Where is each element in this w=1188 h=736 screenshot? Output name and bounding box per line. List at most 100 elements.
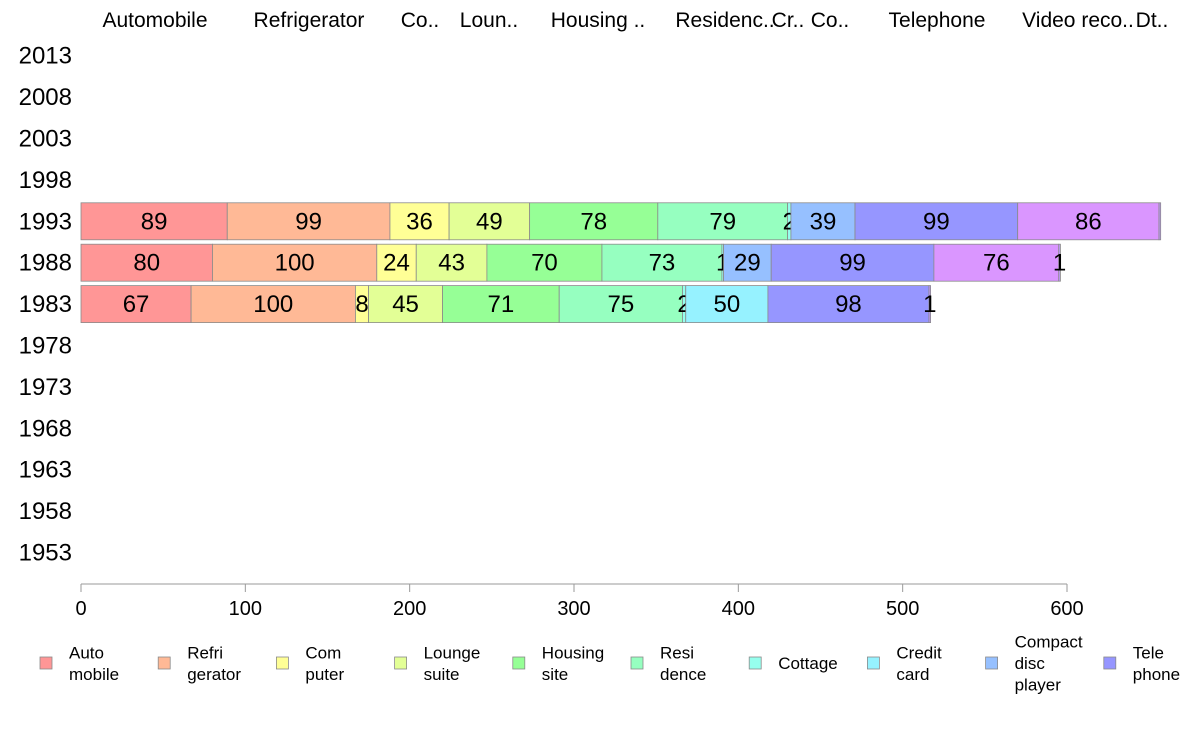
bar-segment-automobile-1993 bbox=[80, 202, 228, 241]
column-header: Co.. bbox=[811, 9, 850, 32]
data-label: 76 bbox=[983, 250, 1010, 277]
y-tick-label: 1993 bbox=[19, 208, 72, 235]
data-label: 1 bbox=[923, 291, 936, 318]
data-label: 79 bbox=[709, 208, 736, 235]
data-label: 89 bbox=[141, 208, 168, 235]
bar-segment-dt-1993 bbox=[1158, 202, 1162, 241]
bar-segment-housing-1988 bbox=[486, 243, 603, 282]
legend-label: Cottage bbox=[778, 654, 838, 673]
bar-segment-residence-1983 bbox=[558, 285, 683, 324]
legend-swatch-credit bbox=[867, 656, 880, 670]
y-tick-label: 1968 bbox=[19, 415, 72, 442]
data-label: 98 bbox=[835, 291, 862, 318]
x-tick-label: 600 bbox=[1050, 598, 1083, 620]
bar-segment-video-1988 bbox=[933, 243, 1060, 282]
bar-segment-telephone-1988 bbox=[770, 243, 935, 282]
legend-label: Tele phone bbox=[1133, 643, 1180, 684]
legend-swatch-computer bbox=[275, 656, 289, 670]
bar-segment-dt-1983 bbox=[928, 285, 932, 324]
column-headers: Automobile Refrigerator Co.. Loun.. Housing … bbox=[102, 9, 1168, 32]
legend-label: Lounge suite bbox=[424, 643, 481, 684]
column-header: Housing .. bbox=[551, 9, 646, 32]
data-label: 8 bbox=[355, 291, 368, 318]
data-label: 50 bbox=[713, 291, 740, 318]
legend-swatch-cd bbox=[985, 656, 998, 670]
legend-swatch-automobile bbox=[39, 656, 53, 670]
y-tick-label: 1983 bbox=[19, 291, 72, 318]
bar-segment-cd-1993 bbox=[790, 202, 856, 241]
x-tick-label: 300 bbox=[557, 598, 590, 620]
data-label: 45 bbox=[392, 291, 419, 318]
bar-segment-lounge-1988 bbox=[415, 243, 488, 282]
data-label: 39 bbox=[810, 208, 837, 235]
column-header: Co.. bbox=[401, 9, 440, 32]
bar-segment-computer-1988 bbox=[376, 243, 417, 282]
legend-swatch-telephone bbox=[1103, 656, 1117, 670]
data-label: 36 bbox=[406, 208, 433, 235]
column-header: Loun.. bbox=[460, 9, 518, 32]
y-axis-categories: 2013 2008 2003 1998 1993 1988 1983 1978 1973 1968… bbox=[19, 43, 72, 567]
data-label: 99 bbox=[295, 208, 322, 235]
y-tick-label: 1958 bbox=[19, 498, 72, 525]
y-tick-label: 1963 bbox=[19, 457, 72, 484]
y-tick-label: 2008 bbox=[19, 84, 72, 111]
legend-label: Auto mobile bbox=[69, 643, 119, 684]
x-tick-label: 400 bbox=[722, 598, 755, 620]
legend-label: Compact disc player bbox=[1015, 633, 1083, 695]
bar-segment-dt-1988 bbox=[1058, 243, 1061, 282]
column-header: Video reco.. bbox=[1022, 9, 1134, 32]
data-label: 24 bbox=[383, 250, 410, 277]
data-label: 67 bbox=[123, 291, 150, 318]
bar-segment-lounge-1983 bbox=[368, 285, 443, 324]
bar-segment-refrigerator-1993 bbox=[226, 202, 391, 241]
legend-swatch-lounge bbox=[394, 656, 408, 670]
y-tick-label: 2013 bbox=[19, 43, 72, 70]
bar-segment-computer-1993 bbox=[389, 202, 450, 241]
column-header: Dt.. bbox=[1136, 9, 1169, 32]
data-label: 70 bbox=[531, 250, 558, 277]
legend-swatch-residence bbox=[630, 656, 644, 670]
x-tick-label: 0 bbox=[75, 598, 86, 620]
y-tick-label: 1973 bbox=[19, 374, 72, 401]
legend-label: Credit card bbox=[896, 643, 942, 684]
data-label: 80 bbox=[133, 250, 160, 277]
legend-swatch-refrigerator bbox=[157, 656, 171, 670]
bar-segment-lounge-1993 bbox=[448, 202, 531, 241]
bar-segment-video-1993 bbox=[1017, 202, 1160, 241]
legend-label: Housing site bbox=[542, 643, 604, 684]
bar-segment-telephone-1993 bbox=[854, 202, 1019, 241]
y-tick-label: 1978 bbox=[19, 333, 72, 360]
data-label: 49 bbox=[476, 208, 503, 235]
bar-segment-cd-1988 bbox=[723, 243, 772, 282]
data-label: 99 bbox=[839, 250, 866, 277]
bar-segment-residence-1988 bbox=[601, 243, 723, 282]
data-label: 86 bbox=[1075, 208, 1102, 235]
column-header: Telephone bbox=[889, 9, 986, 32]
legend: Auto mobile Refri gerator Com puter Lounge suit… bbox=[39, 633, 1180, 695]
bar-segment-housing-1983 bbox=[442, 285, 560, 324]
column-header: Refrigerator bbox=[254, 9, 365, 32]
bar-segment-residence-1993 bbox=[657, 202, 789, 241]
legend-label: Com puter bbox=[305, 643, 344, 684]
x-tick-label: 500 bbox=[886, 598, 919, 620]
data-label: 71 bbox=[488, 291, 515, 318]
legend-swatch-cottage bbox=[748, 656, 762, 670]
legend-label: Refri gerator bbox=[187, 643, 241, 684]
legend-label: Resi dence bbox=[660, 643, 706, 684]
data-label: 1 bbox=[1053, 250, 1066, 277]
data-label: 100 bbox=[253, 291, 293, 318]
x-tick-label: 100 bbox=[229, 598, 262, 620]
x-axis: 0 100 200 300 400 500 600 bbox=[75, 583, 1084, 620]
data-label: 73 bbox=[649, 250, 676, 277]
data-label: 99 bbox=[923, 208, 950, 235]
bar-segment-automobile-1983 bbox=[80, 285, 192, 324]
column-header: Automobile bbox=[102, 9, 207, 32]
legend-swatch-housing bbox=[512, 656, 526, 670]
bar-segment-telephone-1983 bbox=[767, 285, 930, 324]
column-header: Residenc.. bbox=[675, 9, 774, 32]
y-tick-label: 1953 bbox=[19, 540, 72, 567]
y-tick-label: 2003 bbox=[19, 126, 72, 153]
data-label: 43 bbox=[438, 250, 465, 277]
